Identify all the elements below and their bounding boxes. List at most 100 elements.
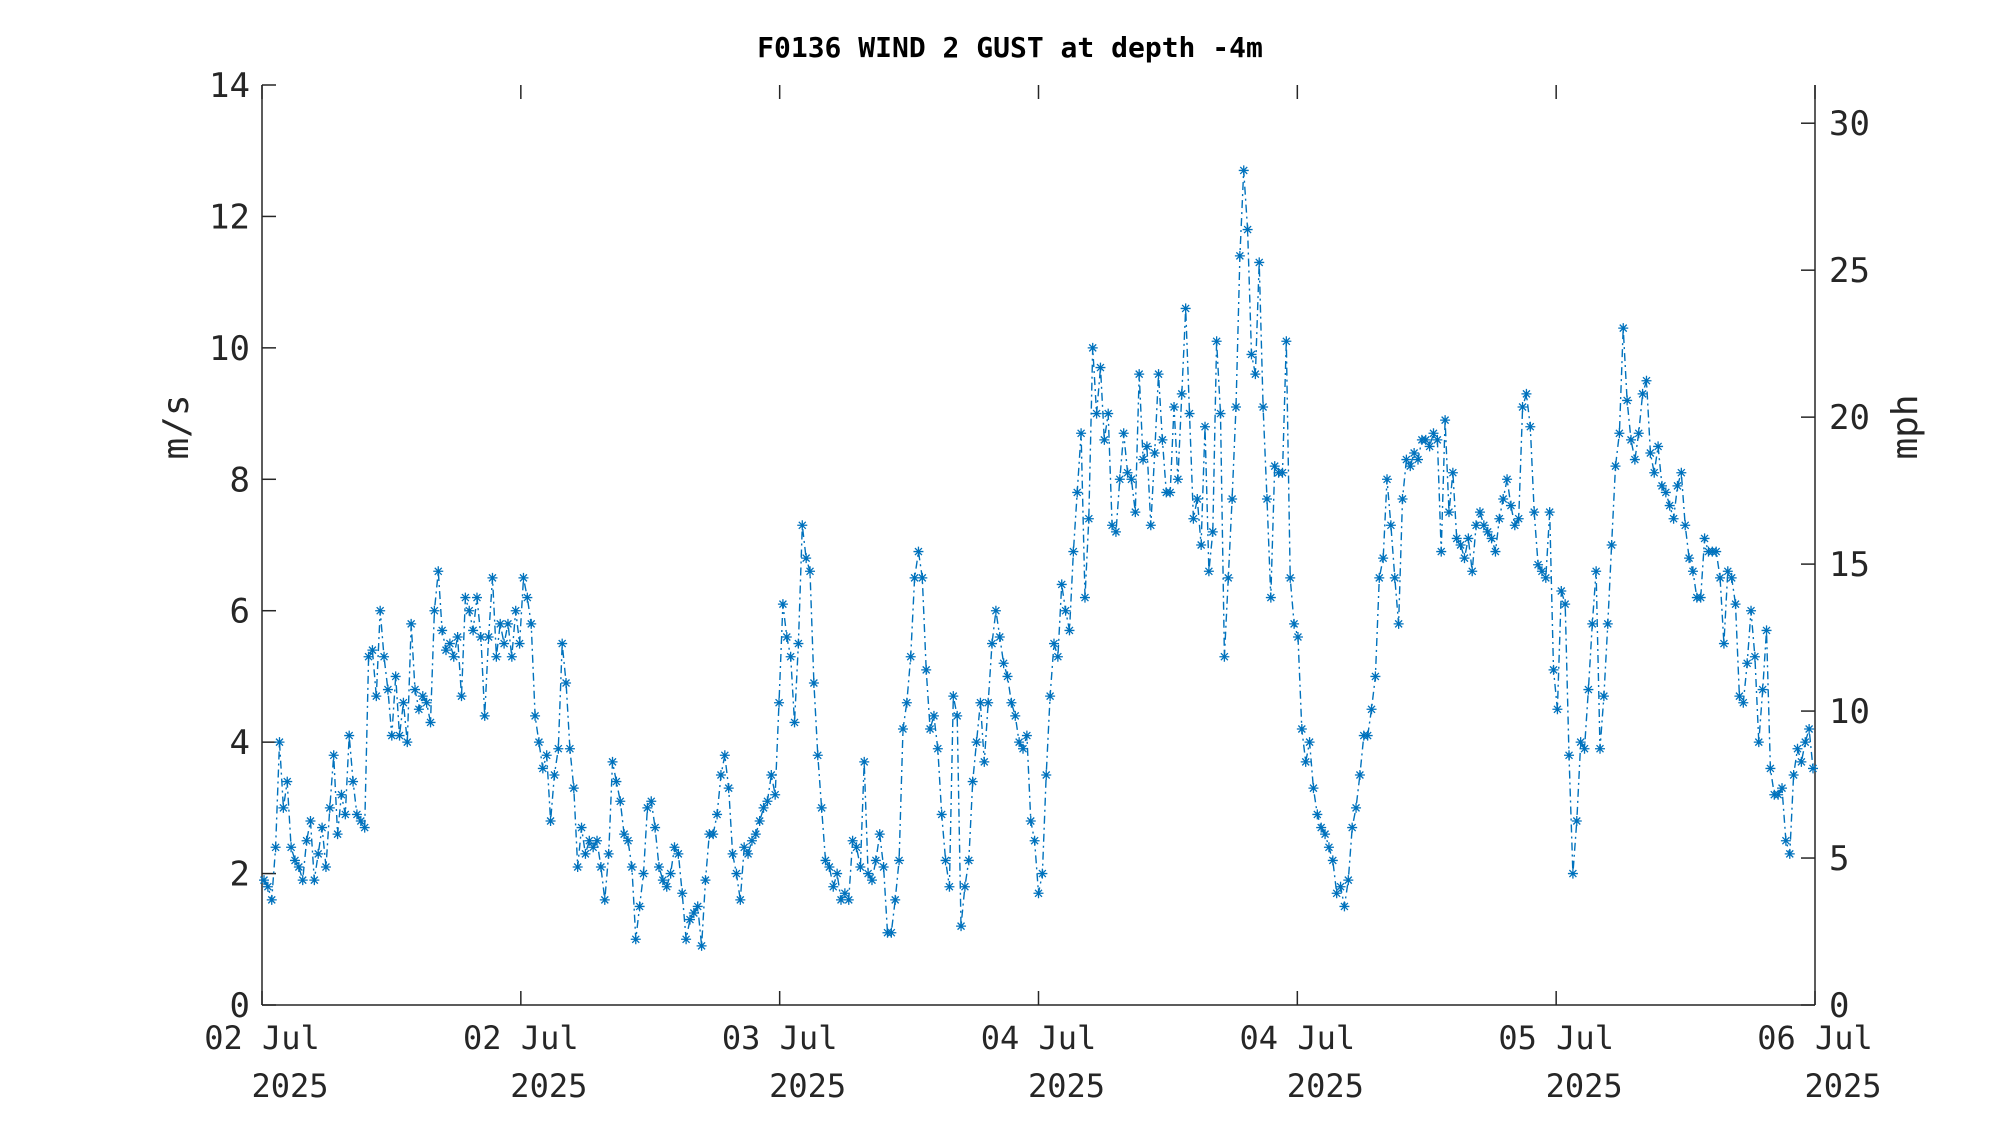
data-point — [475, 632, 486, 642]
data-point — [1196, 540, 1207, 550]
data-point — [1505, 500, 1516, 511]
data-point — [944, 881, 955, 892]
data-point — [719, 750, 730, 761]
y-left-tick-label: 8 — [230, 460, 250, 500]
data-point — [1544, 507, 1555, 518]
data-point — [1378, 553, 1389, 564]
data-point — [580, 848, 591, 859]
data-point — [1246, 349, 1257, 360]
data-point — [661, 881, 672, 892]
data-point — [669, 842, 680, 853]
x-tick-label-date: 04 Jul — [981, 1019, 1097, 1057]
data-point — [789, 717, 800, 728]
data-point — [390, 671, 401, 682]
data-point — [599, 894, 610, 905]
chart-title: F0136 WIND 2 GUST at depth -4m — [757, 31, 1263, 64]
data-point — [1788, 770, 1799, 780]
data-point — [1734, 691, 1745, 702]
data-point — [932, 743, 943, 754]
data-point — [1060, 605, 1071, 616]
data-point — [928, 710, 939, 721]
data-point — [1374, 572, 1385, 583]
data-point — [1765, 763, 1776, 774]
data-point — [1498, 494, 1509, 504]
data-point — [1347, 822, 1358, 833]
data-point — [851, 842, 862, 853]
data-point — [1021, 730, 1032, 741]
series-layer — [259, 165, 1818, 951]
data-point — [638, 868, 649, 879]
data-point — [1145, 520, 1156, 531]
data-point — [1188, 513, 1199, 524]
data-point — [1285, 572, 1296, 583]
data-point — [1521, 388, 1532, 399]
data-point — [344, 730, 355, 741]
data-point — [948, 691, 959, 702]
y-left-tick-label: 10 — [209, 329, 250, 369]
data-point — [971, 737, 982, 748]
data-point — [1265, 592, 1276, 603]
data-point — [317, 822, 328, 833]
data-point — [1165, 487, 1176, 498]
data-point — [499, 638, 510, 649]
data-point — [1591, 566, 1602, 577]
data-point — [1079, 592, 1090, 603]
data-point — [1300, 756, 1311, 767]
data-point — [1490, 546, 1501, 557]
data-point — [1749, 651, 1760, 662]
data-point — [286, 842, 297, 853]
x-tick-label-year: 2025 — [510, 1067, 587, 1105]
data-point — [1715, 572, 1726, 583]
data-point — [557, 638, 568, 649]
data-point — [1258, 402, 1269, 412]
data-point — [1699, 533, 1710, 544]
data-point — [1327, 855, 1338, 866]
data-point — [901, 697, 912, 708]
y-right-tick-label: 25 — [1829, 251, 1870, 291]
data-point — [1502, 474, 1513, 485]
data-point — [874, 829, 885, 840]
y-left-tick-label: 12 — [209, 197, 250, 237]
data-point — [1277, 467, 1288, 478]
data-point — [781, 632, 792, 642]
data-point — [406, 618, 417, 629]
data-point — [293, 862, 304, 872]
data-point — [646, 796, 657, 807]
data-point — [371, 691, 382, 702]
data-point — [1010, 710, 1021, 721]
x-tick-label-year: 2025 — [251, 1067, 328, 1105]
data-point — [386, 730, 397, 741]
data-point — [1780, 835, 1791, 846]
data-point — [828, 881, 839, 892]
y-left-tick-label: 2 — [230, 855, 250, 895]
data-point — [274, 737, 285, 748]
data-point — [1389, 572, 1400, 583]
data-point — [607, 756, 618, 767]
data-point — [1618, 323, 1629, 334]
data-point — [1641, 375, 1652, 386]
data-point — [735, 894, 746, 905]
data-point — [1711, 546, 1722, 557]
data-point — [1432, 434, 1443, 445]
data-point — [739, 842, 750, 853]
data-point — [808, 678, 819, 688]
y-right-tick-label: 10 — [1829, 692, 1870, 732]
data-point — [1370, 671, 1381, 682]
data-point — [1401, 454, 1412, 465]
data-point — [1056, 579, 1067, 590]
y-axis-left-ticks: 0 2 4 6 8 10 12 14 — [209, 66, 276, 1026]
data-point — [1579, 743, 1590, 754]
data-point — [1777, 783, 1788, 794]
data-point — [491, 651, 502, 662]
data-point — [727, 848, 738, 859]
data-point — [1118, 428, 1129, 439]
data-point — [568, 783, 579, 794]
data-point — [545, 816, 556, 826]
data-point — [1742, 658, 1753, 669]
data-point — [1583, 684, 1594, 695]
data-point — [1176, 388, 1187, 399]
x-tick-label-date: 06 Jul — [1757, 1019, 1873, 1057]
data-point — [301, 835, 312, 846]
data-point — [367, 645, 378, 656]
data-point — [1676, 467, 1687, 478]
